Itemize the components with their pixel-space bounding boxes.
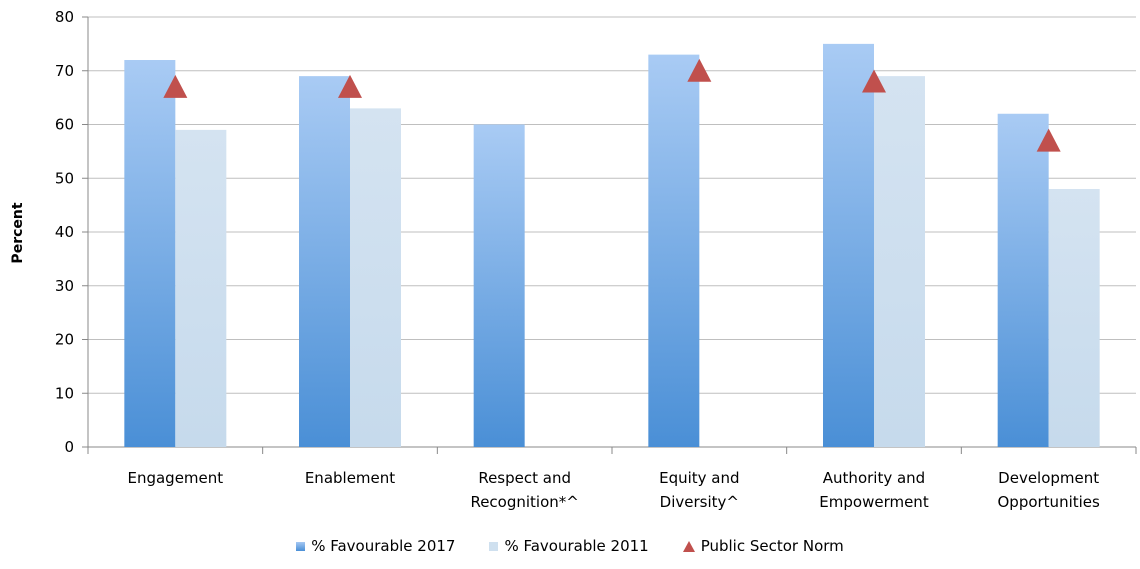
norm-marker xyxy=(163,74,188,98)
legend-label-norm: Public Sector Norm xyxy=(700,537,844,555)
y-tick-label: 60 xyxy=(55,116,74,134)
x-category-label: Recognition*^ xyxy=(470,493,578,511)
y-tick-label: 80 xyxy=(55,8,74,26)
legend-swatch-2011 xyxy=(489,541,499,551)
legend-swatch-2017 xyxy=(296,541,306,551)
legend-label-2011: % Favourable 2011 xyxy=(504,537,649,555)
y-tick-label: 0 xyxy=(64,438,74,456)
x-category-label: Diversity^ xyxy=(660,493,739,511)
norm-markers xyxy=(163,58,1061,152)
y-tick-label: 20 xyxy=(55,331,74,349)
bar-2017 xyxy=(124,60,176,447)
x-category-label: Equity and xyxy=(659,469,739,487)
gridlines xyxy=(88,16,1136,448)
bar-chart: 0 10 20 30 40 50 60 70 80 Engagement Enablement Re… xyxy=(10,8,1137,511)
bar-2017 xyxy=(823,43,874,447)
x-category-label: Development xyxy=(998,469,1099,487)
x-category-label: Enablement xyxy=(305,469,395,487)
bar-2017 xyxy=(299,76,350,447)
norm-marker xyxy=(687,58,712,82)
legend: % Favourable 2017 % Favourable 2011 Publ… xyxy=(0,537,1140,555)
bar-2011 xyxy=(874,76,925,447)
y-tick-label: 70 xyxy=(55,62,74,80)
bar-2011 xyxy=(1048,189,1100,447)
norm-marker xyxy=(338,74,362,98)
y-axis: 0 10 20 30 40 50 60 70 80 xyxy=(55,8,89,456)
x-category-label: Opportunities xyxy=(997,493,1100,511)
x-category-label: Engagement xyxy=(127,469,223,487)
legend-item-2017: % Favourable 2017 xyxy=(296,537,455,555)
legend-item-2011: % Favourable 2011 xyxy=(489,537,649,555)
bar-2017 xyxy=(997,113,1049,447)
legend-item-norm: Public Sector Norm xyxy=(682,537,844,555)
x-category-label: Empowerment xyxy=(819,493,929,511)
bar-2011 xyxy=(175,129,227,447)
x-axis: Engagement Enablement Respect and Recogniti… xyxy=(87,447,1137,511)
x-category-label: Authority and xyxy=(823,469,925,487)
legend-label-2017: % Favourable 2017 xyxy=(311,537,456,555)
x-category-label: Respect and xyxy=(478,469,571,487)
y-tick-label: 40 xyxy=(55,223,74,241)
bar-2017 xyxy=(648,54,700,447)
bar-2017 xyxy=(473,124,525,447)
bars xyxy=(124,43,1100,447)
y-tick-label: 50 xyxy=(55,169,74,187)
norm-marker xyxy=(862,69,886,93)
y-tick-label: 30 xyxy=(55,277,74,295)
triangle-marker-icon xyxy=(682,540,695,552)
norm-marker xyxy=(1036,128,1061,152)
y-axis-title: Percent xyxy=(10,202,26,263)
y-tick-label: 10 xyxy=(55,384,74,402)
bar-2011 xyxy=(350,108,401,447)
